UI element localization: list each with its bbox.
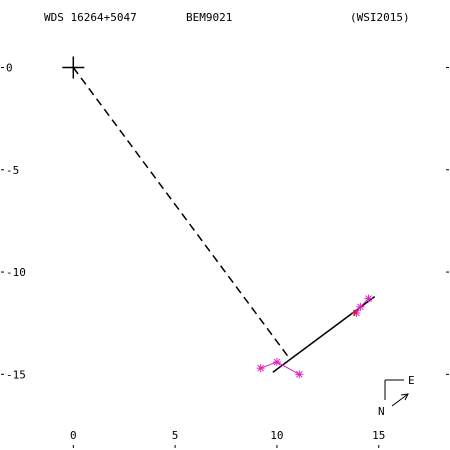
observation-point-d2 — [295, 370, 303, 378]
y-tick-label: -15 — [6, 368, 26, 381]
orbit-lines — [72, 67, 376, 373]
axis-ticks — [1, 67, 449, 448]
observation-points — [62, 56, 373, 379]
header-wds-id: WDS 16264+5047 — [44, 11, 137, 24]
observation-point-d2 — [273, 358, 281, 366]
y-tick-label: -10 — [6, 266, 26, 279]
x-tick-label: 15 — [372, 429, 385, 442]
dashed-connector-line — [72, 67, 290, 359]
compass-direction-arrow — [391, 393, 409, 407]
compass-arrow-head — [400, 393, 409, 401]
header-star-name: BEM9021 — [186, 11, 232, 24]
axis-tick-labels: 0 5 10 15 0 -5 -10 -15 — [6, 62, 385, 443]
y-tick-label: -5 — [6, 164, 19, 177]
x-tick-label: 5 — [172, 429, 179, 442]
header-reference: (WSI2015) — [350, 11, 410, 24]
x-tick-label: 0 — [70, 429, 77, 442]
compass-east-label: E — [408, 374, 415, 387]
observation-residual-line — [260, 361, 300, 375]
observation-point-d2 — [257, 364, 264, 372]
x-tick-label: 10 — [270, 429, 283, 442]
observation-point-d2 — [357, 303, 364, 311]
compass: E N — [378, 374, 415, 418]
compass-north-label: N — [378, 405, 385, 418]
observation-point-d2 — [365, 295, 372, 302]
y-tick-label: 0 — [6, 62, 13, 75]
